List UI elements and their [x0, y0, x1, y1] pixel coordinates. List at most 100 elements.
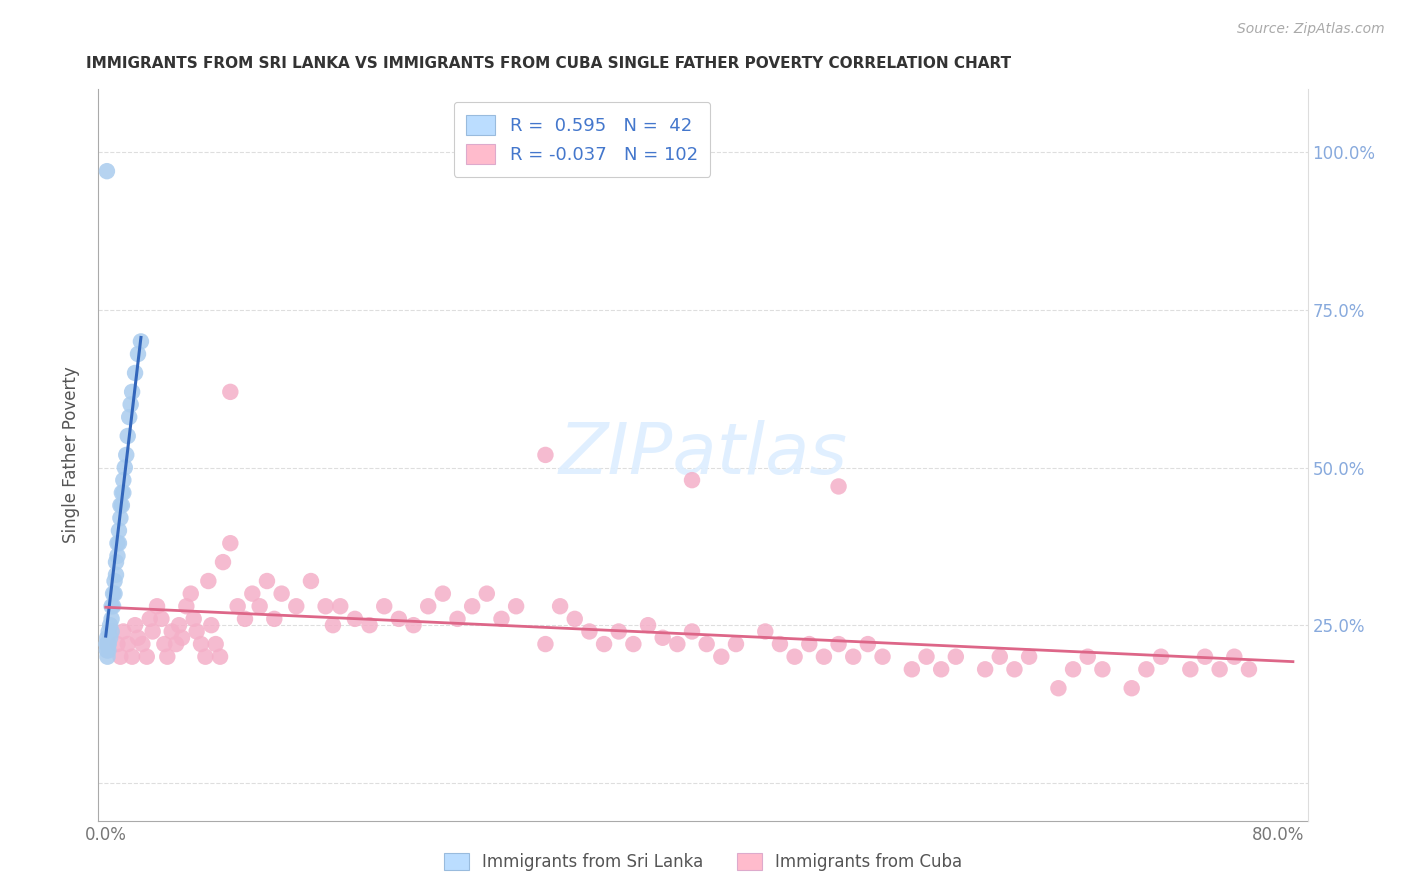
- Point: [1150, 649, 1173, 664]
- Point: [100, 599, 122, 614]
- Point: [194, 649, 217, 664]
- Point: [446, 612, 468, 626]
- Point: [226, 599, 249, 614]
- Point: [1047, 681, 1070, 696]
- Point: [146, 599, 169, 614]
- Point: [299, 574, 322, 588]
- Point: [111, 485, 134, 500]
- Point: [190, 637, 212, 651]
- Point: [827, 637, 849, 651]
- Point: [651, 631, 673, 645]
- Point: [593, 637, 616, 651]
- Point: [110, 511, 132, 525]
- Point: [974, 662, 997, 676]
- Point: [107, 549, 129, 563]
- Point: [150, 612, 173, 626]
- Point: [329, 599, 352, 614]
- Point: [233, 612, 256, 626]
- Text: ZIPatlas: ZIPatlas: [558, 420, 848, 490]
- Point: [112, 485, 135, 500]
- Point: [621, 637, 644, 651]
- Point: [263, 612, 285, 626]
- Point: [165, 637, 187, 651]
- Point: [209, 649, 232, 664]
- Point: [212, 555, 235, 569]
- Point: [1208, 662, 1230, 676]
- Point: [842, 649, 865, 664]
- Point: [97, 624, 120, 639]
- Point: [799, 637, 821, 651]
- Point: [107, 536, 129, 550]
- Point: [111, 499, 134, 513]
- Point: [110, 649, 132, 664]
- Point: [121, 384, 143, 399]
- Point: [548, 599, 571, 614]
- Point: [681, 473, 703, 487]
- Point: [115, 448, 138, 462]
- Point: [945, 649, 967, 664]
- Point: [103, 587, 125, 601]
- Point: [96, 637, 118, 651]
- Point: [108, 524, 131, 538]
- Point: [475, 587, 498, 601]
- Point: [315, 599, 337, 614]
- Point: [200, 618, 222, 632]
- Point: [110, 499, 132, 513]
- Point: [1018, 649, 1040, 664]
- Point: [783, 649, 806, 664]
- Point: [96, 164, 118, 178]
- Point: [219, 536, 242, 550]
- Point: [219, 384, 242, 399]
- Point: [138, 612, 160, 626]
- Point: [769, 637, 792, 651]
- Point: [160, 624, 183, 639]
- Point: [108, 536, 131, 550]
- Point: [1135, 662, 1157, 676]
- Point: [637, 618, 659, 632]
- Point: [97, 643, 120, 657]
- Point: [461, 599, 484, 614]
- Point: [97, 637, 120, 651]
- Point: [197, 574, 219, 588]
- Point: [534, 637, 557, 651]
- Point: [117, 429, 139, 443]
- Point: [256, 574, 278, 588]
- Point: [124, 618, 146, 632]
- Point: [156, 649, 179, 664]
- Point: [666, 637, 689, 651]
- Point: [505, 599, 527, 614]
- Point: [97, 637, 120, 651]
- Point: [270, 587, 292, 601]
- Point: [112, 473, 135, 487]
- Point: [101, 587, 124, 601]
- Text: Source: ZipAtlas.com: Source: ZipAtlas.com: [1237, 22, 1385, 37]
- Point: [359, 618, 381, 632]
- Point: [432, 587, 454, 601]
- Point: [204, 637, 226, 651]
- Point: [373, 599, 395, 614]
- Point: [135, 649, 157, 664]
- Point: [1223, 649, 1246, 664]
- Point: [96, 631, 118, 645]
- Point: [118, 410, 141, 425]
- Point: [124, 366, 146, 380]
- Point: [872, 649, 894, 664]
- Point: [1062, 662, 1084, 676]
- Point: [100, 612, 122, 626]
- Point: [724, 637, 747, 651]
- Point: [1077, 649, 1099, 664]
- Point: [96, 649, 118, 664]
- Point: [343, 612, 366, 626]
- Point: [120, 397, 142, 411]
- Point: [1004, 662, 1026, 676]
- Point: [105, 555, 128, 569]
- Text: IMMIGRANTS FROM SRI LANKA VS IMMIGRANTS FROM CUBA SINGLE FATHER POVERTY CORRELAT: IMMIGRANTS FROM SRI LANKA VS IMMIGRANTS …: [86, 56, 1011, 71]
- Point: [285, 599, 308, 614]
- Point: [142, 624, 165, 639]
- Point: [98, 618, 121, 632]
- Point: [1194, 649, 1216, 664]
- Point: [710, 649, 733, 664]
- Point: [112, 624, 135, 639]
- Point: [388, 612, 411, 626]
- Point: [1121, 681, 1143, 696]
